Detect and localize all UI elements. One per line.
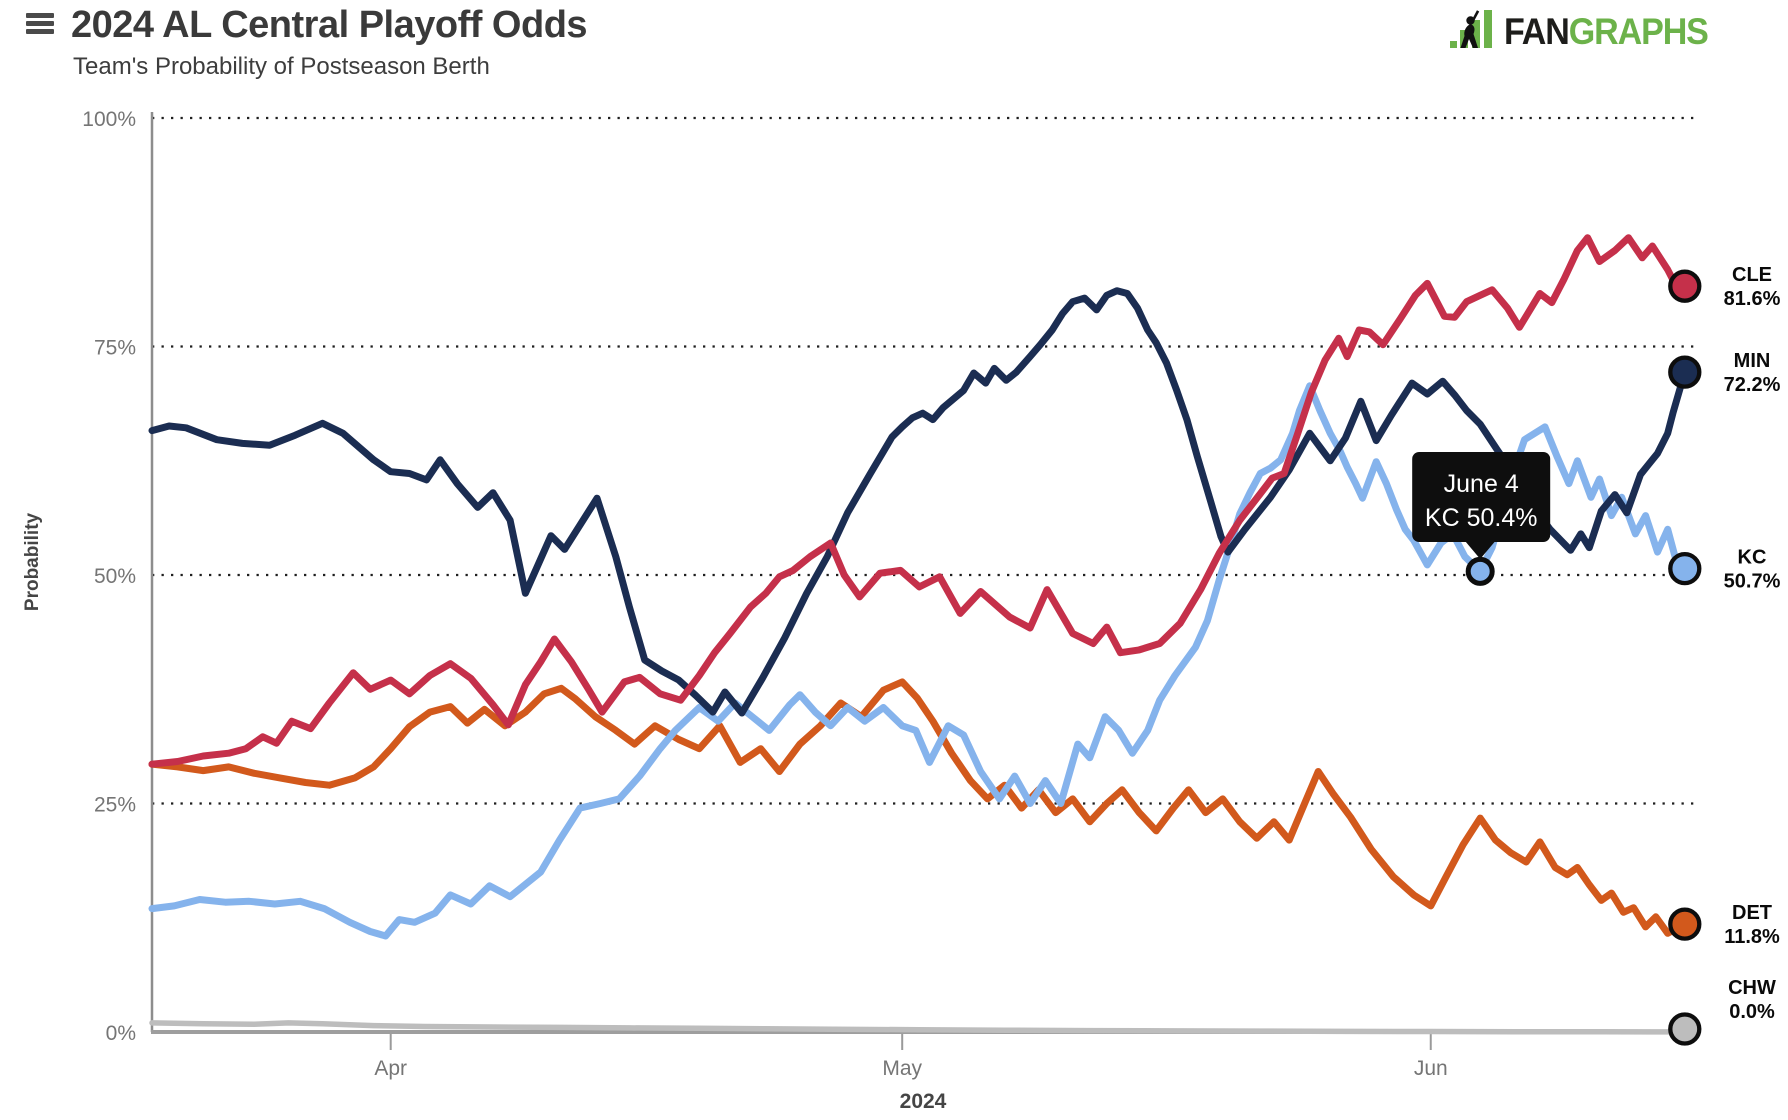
end-label-value-MIN: 72.2% [1724,374,1781,396]
end-marker-CHW[interactable] [1668,1012,1702,1046]
menu-bar [26,29,54,34]
end-label-team-KC: KC [1738,547,1767,569]
tooltip-pointer [1464,540,1497,559]
tooltip-value: KC 50.4% [1425,504,1538,532]
x-tick-label-May: May [882,1057,922,1080]
highlight-point-KC[interactable] [1465,556,1495,586]
tooltip-date: June 4 [1444,470,1519,498]
y-tick-label-25%: 25% [94,794,136,817]
fangraphs-wordmark: FANGRAPHS [1504,11,1709,52]
y-tick-label-75%: 75% [94,337,136,360]
end-marker-CLE[interactable] [1668,269,1702,303]
series-line-DET[interactable] [148,678,1689,937]
end-label-value-CHW: 0.0% [1729,1001,1775,1023]
end-label-team-CLE: CLE [1732,264,1772,286]
series-line-KC[interactable] [148,382,1689,940]
end-label-value-KC: 50.7% [1724,571,1781,593]
fangraphs-batter-icon [1450,10,1493,48]
page-title: 2024 AL Central Playoff Odds [71,4,588,46]
tooltip-box [1412,452,1551,542]
x-axis-title: 2024 [900,1090,947,1113]
end-label-team-MIN: MIN [1734,350,1771,372]
y-tick-label-50%: 50% [94,565,136,588]
end-marker-DET[interactable] [1668,907,1702,941]
series-line-CHW[interactable] [149,1020,1688,1035]
end-label-value-CLE: 81.6% [1724,288,1781,310]
series-line-CLE[interactable] [148,234,1689,768]
fangraphs-logo[interactable]: FANGRAPHS [1448,8,1726,50]
menu-icon[interactable] [26,13,54,38]
end-label-team-DET: DET [1732,902,1772,924]
menu-bar [26,13,54,18]
end-label-value-DET: 11.8% [1724,926,1780,948]
menu-bar [26,21,54,26]
x-tick-label-Apr: Apr [374,1057,407,1080]
y-tick-label-100%: 100% [82,108,136,131]
y-tick-label-0%: 0% [106,1022,136,1045]
header: 2024 AL Central Playoff Odds Team's Prob… [0,0,1788,100]
end-marker-MIN[interactable] [1668,355,1702,389]
y-axis-title: Probability [22,512,43,611]
series-line-MIN[interactable] [148,287,1689,717]
end-label-team-CHW: CHW [1728,977,1776,999]
page-subtitle: Team's Probability of Postseason Berth [73,53,490,80]
end-marker-KC[interactable] [1668,551,1702,586]
x-tick-label-Jun: Jun [1414,1057,1448,1080]
